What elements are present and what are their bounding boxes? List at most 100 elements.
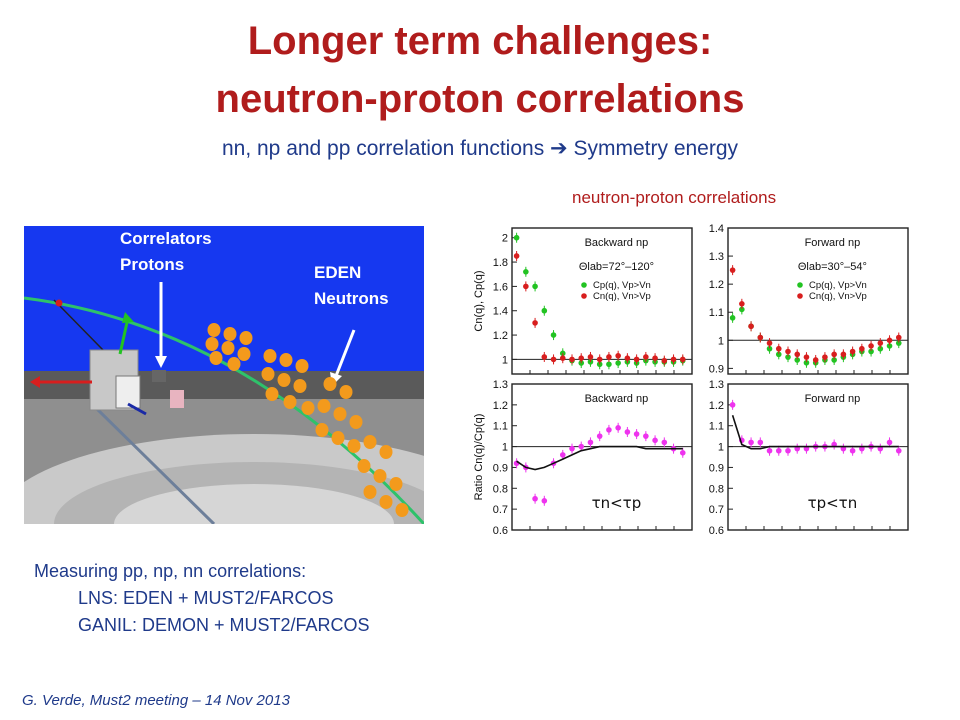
- chart-title: Backward np: [585, 393, 649, 405]
- chart-annotation: τn<τp: [592, 494, 642, 512]
- data-point: [550, 332, 557, 338]
- eden-detector: [263, 349, 277, 363]
- data-point: [729, 402, 736, 408]
- eden-detector: [357, 459, 371, 473]
- data-point: [886, 439, 893, 446]
- legend-marker: [581, 282, 587, 288]
- y-tick-label: 1.4: [493, 306, 508, 318]
- legend-entry: Cp(q), Vp>Vn: [809, 280, 867, 291]
- data-point: [840, 351, 847, 358]
- legend-entry: Cn(q), Vn>Vp: [593, 291, 651, 302]
- y-tick-label: 1: [502, 442, 508, 454]
- measurement-notes: Measuring pp, np, nn correlations: LNS: …: [34, 558, 370, 639]
- measure-heading: Measuring pp, np, nn correlations:: [34, 561, 307, 581]
- data-point: [643, 433, 649, 439]
- y-tick-label: 1.2: [493, 400, 508, 412]
- eden-detector: [395, 503, 409, 517]
- measure-item-ganil: GANIL: DEMON + MUST2/FARCOS: [78, 615, 370, 635]
- data-point: [643, 354, 649, 360]
- data-point: [587, 439, 594, 446]
- data-point: [895, 447, 902, 454]
- beam-pipe: [92, 404, 216, 524]
- legend-marker: [797, 293, 803, 299]
- y-tick-label: 1.1: [709, 421, 724, 433]
- data-point: [679, 450, 686, 456]
- data-point: [624, 355, 631, 361]
- data-point: [532, 283, 538, 290]
- data-point: [670, 356, 677, 363]
- y-tick-label: 0.8: [493, 483, 508, 495]
- data-point: [739, 306, 745, 313]
- data-point: [596, 433, 603, 439]
- data-point: [849, 447, 856, 454]
- data-point: [661, 357, 668, 364]
- y-tick-label: 0.7: [709, 504, 724, 516]
- data-point: [766, 340, 773, 346]
- data-point: [794, 351, 801, 358]
- chart-title: Forward np: [805, 237, 861, 249]
- y-tick-label: 1.2: [709, 400, 724, 412]
- legend-entry: Cn(q), Vn>Vp: [809, 291, 867, 302]
- y-tick-label: 1: [718, 442, 724, 454]
- data-point: [633, 356, 640, 363]
- data-point: [679, 356, 686, 363]
- data-point: [550, 356, 557, 363]
- eden-detector: [363, 485, 377, 499]
- neutron-proton-label: neutron-proton correlations: [572, 188, 777, 207]
- data-point: [859, 345, 865, 352]
- y-tick-label: 1.3: [709, 379, 724, 391]
- data-point: [652, 437, 658, 444]
- model-curve: [516, 445, 683, 471]
- detector-scene-illustration: [24, 226, 424, 524]
- eden-detector: [279, 353, 293, 367]
- data-point: [803, 354, 810, 360]
- proton-arrow-up: [118, 317, 130, 355]
- y-tick-label: 1.2: [493, 330, 508, 342]
- data-point: [748, 323, 754, 330]
- data-point: [559, 452, 566, 458]
- data-point: [757, 439, 764, 446]
- data-point: [661, 439, 668, 446]
- y-tick-label: 0.9: [709, 462, 724, 474]
- correlator-module: [152, 370, 166, 382]
- target-dot: [55, 299, 63, 307]
- slide-title-line2: neutron-proton correlations: [215, 77, 745, 121]
- data-point: [785, 447, 791, 454]
- eden-detector: [315, 423, 329, 437]
- eden-detector: [227, 357, 241, 371]
- data-point: [596, 356, 603, 363]
- eden-detector: [339, 385, 353, 399]
- eden-detector: [379, 445, 393, 459]
- data-point: [775, 345, 782, 352]
- y-tick-label: 1: [502, 354, 508, 366]
- chart-panel-frame: [727, 383, 909, 531]
- data-point: [849, 348, 856, 355]
- data-point: [877, 345, 884, 352]
- data-point: [578, 443, 585, 450]
- correlators-label: Correlators Protons: [120, 229, 212, 274]
- data-point: [803, 359, 810, 366]
- eden-detector: [295, 359, 309, 373]
- chart-annotation: τp<τn: [808, 494, 858, 512]
- y-tick-label: 0.7: [493, 504, 508, 516]
- subtitle-left: nn, np and pp correlation functions: [221, 137, 545, 160]
- y-tick-label: 2: [502, 233, 508, 245]
- data-point: [569, 356, 575, 363]
- data-point: [541, 307, 548, 314]
- model-curve: [731, 415, 899, 450]
- data-point: [523, 283, 529, 290]
- eden-detector: [389, 477, 403, 491]
- data-point: [615, 352, 621, 359]
- y-tick-label: 0.9: [493, 462, 508, 474]
- eden-detector: [347, 439, 361, 453]
- data-point: [895, 340, 902, 346]
- data-point: [652, 355, 658, 361]
- legend-marker: [797, 282, 803, 288]
- data-point: [812, 357, 819, 363]
- chart-panel-frame: [511, 383, 693, 531]
- eden-detector: [209, 351, 223, 365]
- eden-detector: [373, 469, 387, 483]
- eden-detector: [363, 435, 377, 449]
- eden-detector: [317, 399, 331, 413]
- eden-detector: [237, 347, 251, 361]
